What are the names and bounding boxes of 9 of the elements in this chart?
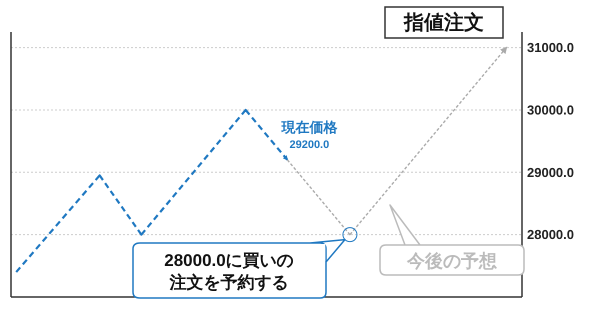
data-label: 29200.0 [289,138,330,151]
y-tick-label: 30000.0 [527,102,574,118]
y-tick-label: 28000.0 [527,227,574,242]
chart-title: 指値注文 [403,11,484,34]
y-tick-label: 29000.0 [527,164,574,180]
annotation: 現在価格 [280,118,338,135]
annotation: 28000.0に買いの注文を予約する [164,251,294,292]
annotation: 今後の予想 [406,251,497,271]
y-tick-label: 31000.0 [527,40,574,56]
